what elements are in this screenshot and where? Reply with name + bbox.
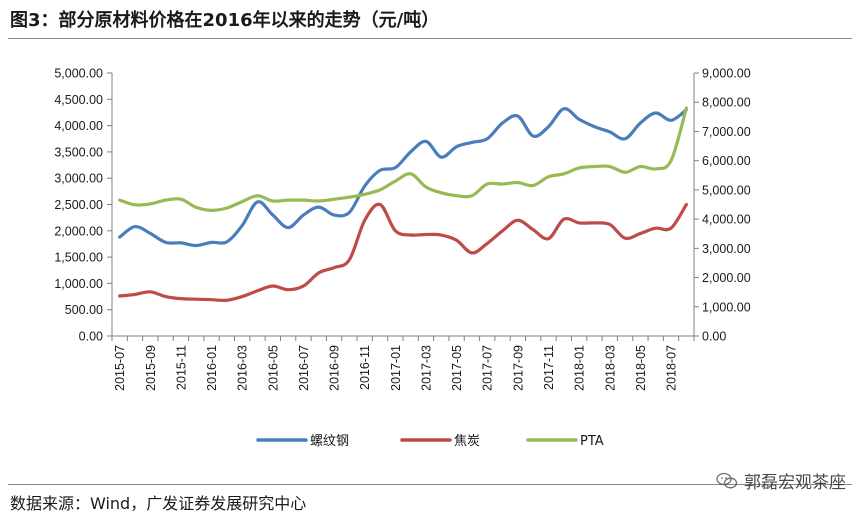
right-y-tick-label: 3,000.00 bbox=[702, 242, 751, 256]
left-y-tick-label: 2,500.00 bbox=[54, 198, 103, 212]
chart-axes: 0.00 500.00 1,000.00 1,500.00 2,000.00 2,500.… bbox=[54, 67, 750, 391]
x-tick-label: 2018-05 bbox=[634, 345, 648, 391]
chart-title: 图3：部分原材料价格在2016年以来的走势（元/吨） bbox=[10, 10, 440, 31]
right-y-tick-label: 7,000.00 bbox=[702, 125, 751, 139]
data-source-note: 数据来源：Wind，广发证券发展研究中心 bbox=[10, 494, 307, 513]
right-y-tick-label: 2,000.00 bbox=[702, 271, 751, 285]
chart-legend: 螺纹钢 焦炭 PTA bbox=[256, 434, 604, 449]
left-y-tick-label: 2,000.00 bbox=[54, 224, 103, 238]
legend-label-rebar: 螺纹钢 bbox=[310, 434, 349, 449]
watermark: 郭磊宏观茶座 bbox=[716, 468, 846, 493]
x-tick-label: 2016-07 bbox=[297, 345, 311, 391]
chart-series-lines bbox=[118, 106, 688, 302]
x-tick-label: 2015-09 bbox=[144, 345, 158, 391]
series-line-coke bbox=[118, 202, 688, 302]
left-y-tick-label: 0.00 bbox=[79, 330, 103, 344]
source-divider bbox=[8, 484, 852, 485]
left-y-tick-label: 3,500.00 bbox=[54, 145, 103, 159]
x-tick-label: 2016-03 bbox=[236, 345, 250, 391]
wechat-icon bbox=[716, 472, 738, 488]
title-divider bbox=[8, 38, 852, 39]
x-tick-label: 2018-01 bbox=[573, 345, 587, 391]
x-tick-label: 2018-03 bbox=[603, 345, 617, 391]
x-tick-label: 2017-09 bbox=[511, 345, 525, 391]
right-y-tick-label: 9,000.00 bbox=[702, 67, 751, 81]
left-y-tick-label: 500.00 bbox=[65, 303, 103, 317]
x-tick-label: 2017-01 bbox=[389, 345, 403, 391]
left-y-tick-label: 1,000.00 bbox=[54, 277, 103, 291]
left-y-tick-label: 3,000.00 bbox=[54, 172, 103, 186]
right-y-tick-label: 0.00 bbox=[702, 330, 726, 344]
x-tick-label: 2015-07 bbox=[113, 345, 127, 391]
watermark-text: 郭磊宏观茶座 bbox=[744, 473, 846, 493]
right-y-tick-label: 8,000.00 bbox=[702, 96, 751, 110]
x-tick-label: 2017-03 bbox=[419, 345, 433, 391]
left-y-tick-label: 5,000.00 bbox=[54, 67, 103, 81]
x-tick-label: 2018-07 bbox=[665, 345, 679, 391]
right-y-tick-label: 6,000.00 bbox=[702, 154, 751, 168]
series-line-rebar bbox=[118, 107, 688, 248]
right-y-tick-label: 4,000.00 bbox=[702, 213, 751, 227]
left-y-tick-label: 4,000.00 bbox=[54, 119, 103, 133]
legend-label-pta: PTA bbox=[580, 434, 604, 449]
x-tick-label: 2016-01 bbox=[205, 345, 219, 391]
right-y-tick-label: 1,000.00 bbox=[702, 300, 751, 314]
x-tick-label: 2017-11 bbox=[542, 345, 556, 390]
left-y-tick-label: 1,500.00 bbox=[54, 251, 103, 265]
x-tick-label: 2017-07 bbox=[481, 345, 495, 391]
legend-label-coke: 焦炭 bbox=[454, 434, 480, 449]
series-line-pta bbox=[118, 106, 688, 212]
x-tick-label: 2017-05 bbox=[450, 345, 464, 391]
x-tick-label: 2016-11 bbox=[358, 345, 372, 390]
left-y-tick-label: 4,500.00 bbox=[54, 93, 103, 107]
right-y-tick-label: 5,000.00 bbox=[702, 183, 751, 197]
x-tick-label: 2015-11 bbox=[174, 345, 188, 390]
x-tick-label: 2016-05 bbox=[266, 345, 280, 391]
x-tick-label: 2016-09 bbox=[328, 345, 342, 391]
